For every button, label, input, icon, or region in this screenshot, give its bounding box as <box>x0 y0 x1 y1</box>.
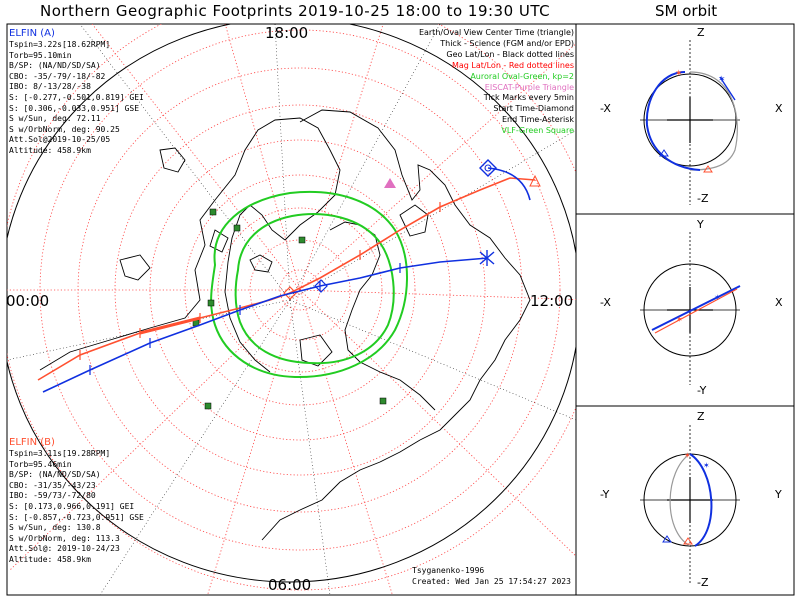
elfin-a-line: CBO: -35/-79/-18/-82 <box>9 71 106 81</box>
geo-grid <box>7 24 576 595</box>
legend-item: EISCAT-Purple Triangle <box>484 82 574 92</box>
elfin-b-info: ELFIN (B) Tspin=3.11s[19.28RPM] Torb=95.… <box>9 437 144 566</box>
credits: Tsyganenko-1996 Created: Wed Jan 25 17:5… <box>412 565 571 587</box>
svg-text:✶: ✶ <box>703 461 710 470</box>
elfin-b-line: S: [0.173,0.966,0.191] GEI <box>9 501 135 511</box>
legend-item: Mag Lat/Lon - Red dotted lines <box>451 60 574 70</box>
legend-item: Auroral Oval-Green, kp=2 <box>470 71 574 81</box>
elfin-a-line: Tspin=3.22s[18.62RPM] <box>9 40 111 49</box>
svg-text:✶: ✶ <box>718 75 726 85</box>
time-label-bottom: 06:00 <box>268 576 312 594</box>
elfin-a-line: S: [-0.277,-0.501,0.819] GEI <box>9 92 144 102</box>
svg-text:✶: ✶ <box>684 451 691 460</box>
orbit3-bottom-label: -Z <box>697 576 709 589</box>
orbit1-bottom-label: -Z <box>697 192 709 205</box>
legend-item: Earth/Oval View Center Time (triangle) <box>418 28 574 37</box>
legend-item: Thick - Science (FGM and/or EPD) <box>440 38 574 48</box>
legend: Earth/Oval View Center Time (triangle) T… <box>419 28 574 137</box>
orbit2-bottom-label: -Y <box>697 384 707 397</box>
eiscat-marker <box>384 178 396 188</box>
legend-item: End Time-Asterisk <box>501 115 574 125</box>
elfin-a-track <box>42 159 531 393</box>
orbit-panel-yz: ✶ ✶ <box>640 425 740 585</box>
legend-item: VLF-Green Square <box>501 126 574 136</box>
elfin-a-end-asterisk <box>479 250 495 266</box>
coastlines <box>39 109 531 541</box>
auroral-oval <box>210 190 408 379</box>
orbit-panel-xy: ✶ ✶ <box>640 232 741 385</box>
earth-limb <box>7 24 576 583</box>
elfin-a-line: Att.Sol@2019-10-25/05 <box>9 135 111 145</box>
time-label-left: 00:00 <box>6 292 50 310</box>
elfin-a-name: ELFIN (A) <box>9 28 55 39</box>
elfin-b-track <box>37 174 541 381</box>
orbit-panel-xz: ✶ ✶ <box>640 40 740 205</box>
orbit3-right-label: Y <box>775 488 782 501</box>
credit-created: Created: Wed Jan 25 17:54:27 2023 <box>412 577 571 586</box>
elfin-a-line: S w/Sun, deg: 72.11 <box>9 114 101 124</box>
elfin-b-line: Tspin=3.11s[19.28RPM] <box>9 449 111 458</box>
elfin-b-name: ELFIN (B) <box>9 437 55 448</box>
orbit3-left-label: -Y <box>600 488 610 501</box>
orbit1-left-label: -X <box>600 102 611 115</box>
elfin-b-line: S: [-0.857,-0.723,0.951] GSE <box>9 512 144 522</box>
svg-text:✶: ✶ <box>714 293 721 302</box>
elfin-b-line: S w/OrbNorm, deg: 113.3 <box>9 533 120 543</box>
elfin-a-line: B/SP: (NA/ND/SD/SA) <box>9 61 101 71</box>
main-title: Northern Geographic Footprints 2019-10-2… <box>40 2 551 20</box>
svg-text:✶: ✶ <box>675 69 683 79</box>
elfin-b-line: IBO: -59/73/-72/80 <box>9 491 96 501</box>
elfin-a-line: IBO: 8/-13/28/-38 <box>9 82 91 92</box>
vlf-stations <box>192 208 387 410</box>
elfin-b-line: Torb=95.46min <box>9 459 72 469</box>
elfin-a-line: Altitude: 458.9km <box>9 145 91 155</box>
orbit3-top-label: Z <box>697 410 705 423</box>
elfin-a-start-diamond <box>479 159 497 177</box>
orbit2-left-label: -X <box>600 296 611 309</box>
elfin-b-line: S w/Sun, deg: 130.8 <box>9 523 101 533</box>
orbit2-right-label: X <box>775 296 783 309</box>
elfin-b-line: CBO: -31/35/-43/23 <box>9 480 96 490</box>
orbit-title: SM orbit <box>655 2 718 20</box>
orbit1-right-label: X <box>775 102 783 115</box>
elfin-b-line: B/SP: (NA/ND/SD/SA) <box>9 470 101 480</box>
elfin-a-info: ELFIN (A) Tspin=3.22s[18.62RPM] Torb=95.… <box>9 28 144 157</box>
orbit1-top-label: Z <box>697 26 705 39</box>
legend-item: Tick Marks every 5min <box>483 93 574 103</box>
time-label-top: 18:00 <box>265 24 309 42</box>
time-label-right: 12:00 <box>530 292 574 310</box>
credit-model: Tsyganenko-1996 <box>412 566 485 575</box>
legend-item: Geo Lat/Lon - Black dotted lines <box>446 49 574 59</box>
elfin-b-line: Att.Sol@: 2019-10-24/23 <box>9 544 120 554</box>
elfin-a-line: S: [0.306,-0.033,0.951] GSE <box>9 103 140 113</box>
elfin-a-line: Torb=95.10min <box>9 50 72 60</box>
elfin-b-line: Altitude: 458.9km <box>9 554 91 564</box>
svg-text:✶: ✶ <box>676 315 683 324</box>
legend-item: Start Time-Diamond <box>493 104 574 114</box>
orbit-frame <box>575 23 795 596</box>
orbit2-top-label: Y <box>697 218 704 231</box>
elfin-a-line: S w/OrbNorm, deg: 90.25 <box>9 124 120 134</box>
mag-grid <box>7 24 576 595</box>
